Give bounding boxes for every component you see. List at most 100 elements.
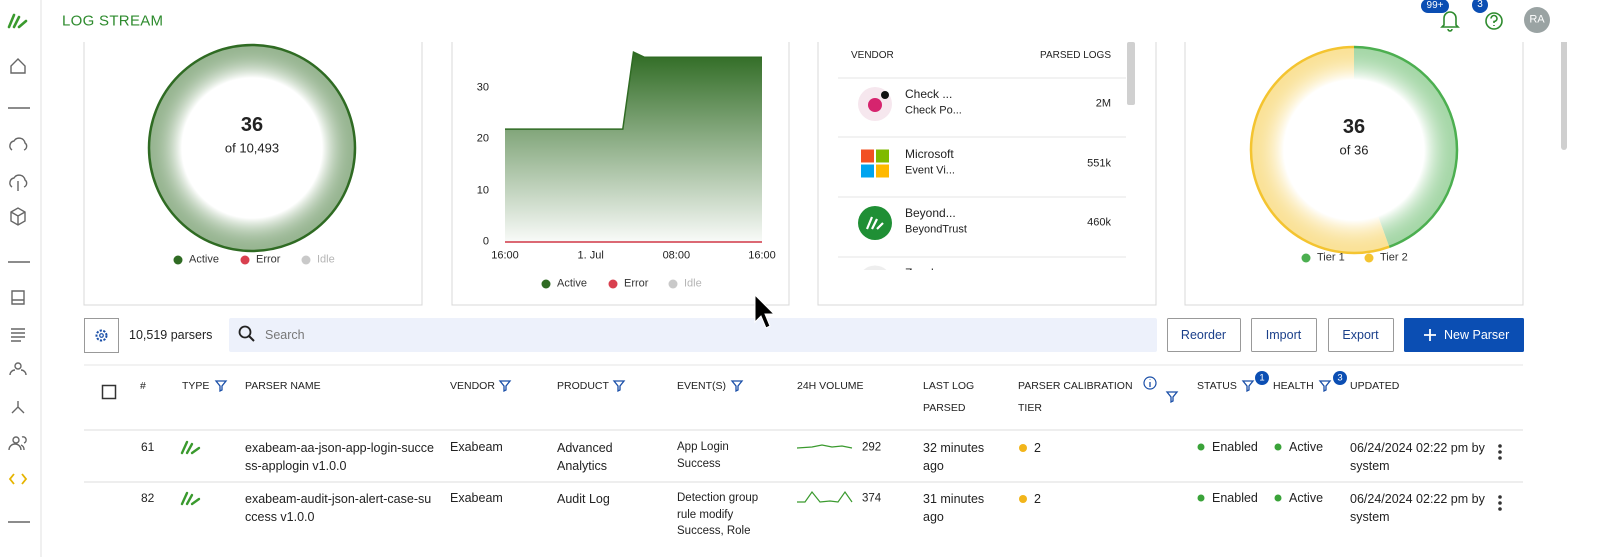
sidebar <box>0 0 42 557</box>
row-menu[interactable] <box>1498 507 1502 511</box>
donut-slice <box>1251 47 1390 253</box>
network-icon[interactable] <box>11 401 25 414</box>
donut-slice <box>1354 47 1457 247</box>
filter-icon[interactable] <box>1241 380 1255 393</box>
legend-label[interactable]: Tier 2 <box>1380 251 1408 264</box>
filter-icon[interactable] <box>498 380 512 393</box>
y-tick-label: 20 <box>476 132 489 145</box>
type-icon <box>180 491 201 506</box>
legend-label[interactable]: Active <box>189 253 219 266</box>
scrollbar[interactable] <box>1127 42 1135 105</box>
badge <box>1472 0 1488 13</box>
avatar[interactable] <box>1524 7 1550 33</box>
vendor-icon <box>865 216 884 230</box>
parser-id: 82 <box>141 491 155 505</box>
parser-name[interactable]: exabeam-audit-json-alert-case-success v1… <box>245 492 432 524</box>
button-label[interactable]: Import <box>1265 327 1302 342</box>
vendor-product: BeyondTrust <box>905 223 967 236</box>
button[interactable] <box>1167 318 1241 352</box>
events: Detection group rule modify Success, Rol… <box>677 492 759 537</box>
column-header: VENDOR <box>450 379 495 392</box>
row-menu[interactable] <box>1498 501 1502 505</box>
column-header: HEALTH <box>1273 379 1314 392</box>
column-header: 24H VOLUME <box>797 379 864 392</box>
help-icon[interactable] <box>1485 12 1503 30</box>
cloud-icon[interactable] <box>9 137 28 151</box>
row-menu[interactable] <box>1498 444 1502 448</box>
row-menu[interactable] <box>1498 495 1502 499</box>
sidebar-bg <box>0 0 41 557</box>
tier: 2 <box>1034 491 1041 506</box>
health: Active <box>1289 439 1324 454</box>
filter-icon[interactable] <box>1318 380 1332 393</box>
logo[interactable] <box>7 13 28 29</box>
legend-label[interactable]: Error <box>256 253 281 266</box>
list-icon[interactable] <box>11 328 25 342</box>
button[interactable] <box>1328 318 1394 352</box>
users-gear-icon[interactable] <box>9 362 27 376</box>
avatar-initials[interactable]: RA <box>1529 13 1545 26</box>
vendor: Exabeam <box>450 490 503 505</box>
donut-center-label: of 36 <box>1339 142 1369 158</box>
info-icon <box>1143 376 1157 390</box>
last-log: 32 minutes ago <box>923 441 985 473</box>
donut-slice-edge <box>1353 45 1459 248</box>
vendor-icon <box>876 164 889 178</box>
people-icon[interactable] <box>8 436 27 451</box>
status-dot <box>1197 443 1205 451</box>
box-icon[interactable] <box>10 207 26 226</box>
legend-dot <box>541 279 551 289</box>
parser-name[interactable]: exabeam-aa-json-app-login-success-applog… <box>245 441 434 473</box>
legend-label[interactable]: Active <box>557 277 587 290</box>
x-tick-label: 16:00 <box>748 249 776 262</box>
select-all-checkbox[interactable] <box>101 384 117 400</box>
legend-label[interactable]: Error <box>624 277 649 290</box>
legend-dot <box>1301 253 1311 263</box>
parser-id: 61 <box>141 440 155 454</box>
events: App Login Success <box>677 441 729 470</box>
legend-label[interactable]: Idle <box>684 277 702 290</box>
button[interactable] <box>1404 318 1524 352</box>
vendor-icon <box>876 149 889 163</box>
status-dot <box>1197 494 1205 502</box>
column-header: LAST LOG PARSED <box>923 380 975 414</box>
filter-icon[interactable] <box>214 380 228 393</box>
filter-badge <box>1333 371 1347 385</box>
area <box>505 52 762 242</box>
legend-label[interactable]: Tier 1 <box>1317 251 1345 264</box>
filter-icon[interactable] <box>730 380 744 393</box>
button-label[interactable]: New Parser <box>1444 327 1510 342</box>
volume: 292 <box>862 441 882 454</box>
volume: 374 <box>862 492 882 505</box>
vendor-list: Check ... Check Po... 2M Microsoft Event Vi.… <box>819 78 1125 270</box>
line <box>505 50 762 130</box>
search-placeholder[interactable]: Search <box>265 327 305 342</box>
bell-icon[interactable] <box>1440 11 1460 32</box>
help-glyph <box>1490 14 1498 26</box>
row-menu[interactable] <box>1498 456 1502 460</box>
search-box[interactable] <box>229 318 1157 352</box>
settings-button[interactable] <box>84 318 119 353</box>
legend-label[interactable]: Idle <box>317 253 335 266</box>
page-title: LOG STREAM <box>62 12 164 30</box>
column-header: UPDATED <box>1350 379 1400 392</box>
home-icon[interactable] <box>10 58 26 74</box>
button[interactable] <box>1251 318 1317 352</box>
cost-icon[interactable] <box>9 174 28 191</box>
legend-dot <box>301 255 311 265</box>
parsed-logs: 551k <box>1087 157 1111 169</box>
button-label[interactable]: Reorder <box>1180 327 1227 342</box>
button-label[interactable]: Export <box>1342 327 1379 342</box>
donut-center-label: of 10,493 <box>224 140 280 156</box>
row-menu[interactable] <box>1498 450 1502 454</box>
code-icon[interactable] <box>8 473 28 485</box>
legend-dot <box>173 255 183 265</box>
y-tick-label: 0 <box>482 235 489 248</box>
cursor <box>754 293 776 329</box>
filter-icon[interactable] <box>612 380 626 393</box>
column-header: TYPE <box>182 379 210 392</box>
vendor-name: Zscaler <box>905 267 944 271</box>
book-icon[interactable] <box>11 290 25 305</box>
status: Enabled <box>1212 439 1258 454</box>
filter-icon[interactable] <box>1165 391 1179 404</box>
